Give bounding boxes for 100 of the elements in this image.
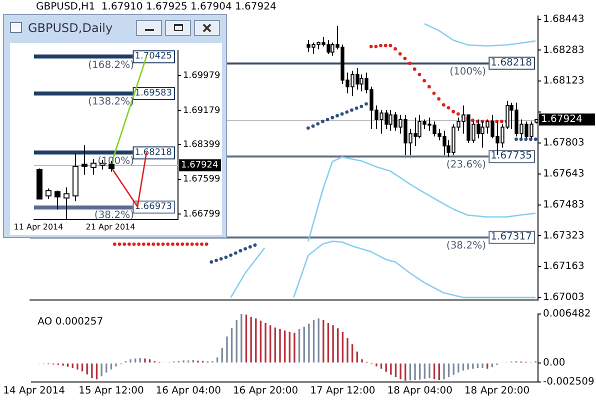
point [534,138,538,141]
point [244,247,247,251]
point [524,138,528,141]
point [422,79,426,82]
ref-line-label: 1.70425 [134,52,172,62]
point [514,138,518,141]
y-tick-label: 1.67599 [183,174,220,185]
point [360,104,364,108]
y-tick-label: 1.69179 [183,106,220,116]
point [156,242,160,246]
point [408,62,412,66]
point [364,102,368,106]
y-tick-label: 1.67323 [543,230,584,242]
x-tick-label: 17 Apr 12:00 [310,386,376,397]
point [180,242,184,246]
point [311,124,315,128]
y-tick-label: 1.68443 [543,14,584,25]
y-tick-label: 1.67163 [543,261,584,272]
point [427,85,431,88]
point [132,242,136,246]
point [195,242,199,246]
chart-title: GBPUSD,Daily [28,21,113,35]
point [418,72,422,76]
ref-line-label: 1.67735 [490,150,532,162]
point [127,242,131,246]
point [456,112,460,116]
point [529,138,532,141]
point [384,44,388,48]
point [336,114,339,118]
point [224,256,228,260]
point [437,97,441,101]
ref-line-label: 1.67924 [181,160,218,171]
point [186,242,189,246]
point [326,118,330,122]
point [354,106,358,110]
point [321,120,324,124]
point [214,258,218,262]
point [306,126,310,130]
x-tick-label: 18 Apr 04:00 [387,386,452,397]
y-tick-label: 1.69979 [183,71,220,82]
x-tick-label: 14 Apr 2014 [3,386,65,397]
y-tick-label: 1.66799 [183,210,220,220]
point [432,92,436,95]
x-tick-label: 15 Apr 12:00 [78,386,144,397]
y-tick-label: 1.67803 [543,138,584,149]
point [234,251,238,255]
ref-line-label: 1.67924 [541,114,582,126]
point [388,44,392,48]
chart-title: GBPUSD,H1 1.67910 1.67925 1.67904 1.67924 [36,2,276,13]
point [446,106,450,110]
point [146,242,150,246]
point [152,242,156,246]
point [229,253,232,257]
x-tick-label: 18 Apr 20:00 [464,386,530,397]
point [176,242,180,246]
annotation: (168.2%) [88,60,134,71]
point [398,52,402,56]
annotation: (23.6%) [446,160,486,171]
y-tick-label: 0.006482 [543,308,591,320]
point [248,245,252,249]
point [142,242,146,246]
point [340,112,344,116]
point [210,260,214,264]
point [253,243,257,247]
point [190,242,194,246]
y-tick-label: 1.68399 [183,140,220,150]
x-tick-label: 16 Apr 20:00 [232,386,298,397]
ref-line-label: 1.67317 [490,231,532,242]
point [412,67,416,71]
y-tick-label: 1.68123 [543,76,584,87]
annotation: (38.2%) [94,210,134,222]
point [118,242,122,246]
point [161,242,165,246]
chart-title: AO 0.000257 [38,316,104,328]
x-tick-label: 11 Apr 2014 [14,222,64,232]
ref-line-label: 1.69583 [134,88,172,98]
point [330,116,334,120]
point [350,108,354,112]
y-tick-label: -0.002509 [543,376,594,388]
point [200,242,204,246]
annotation: (100%) [450,66,486,78]
x-tick-label: 16 Apr 04:00 [156,386,221,397]
y-tick-label: 1.67003 [543,292,584,304]
point [171,242,174,246]
point [379,44,382,48]
point [166,242,170,246]
point [470,118,474,122]
point [369,44,373,48]
point [403,56,407,60]
ref-line-label: 1.66973 [134,202,172,212]
y-tick-label: 1.68283 [543,44,584,56]
point [112,242,116,246]
y-tick-label: 1.67643 [543,168,584,180]
point [122,242,126,246]
y-tick-label: 1.67483 [543,199,584,210]
point [345,110,349,114]
point [137,242,141,246]
point [204,242,208,246]
annotation: (38.2%) [446,240,486,252]
point [219,257,223,261]
